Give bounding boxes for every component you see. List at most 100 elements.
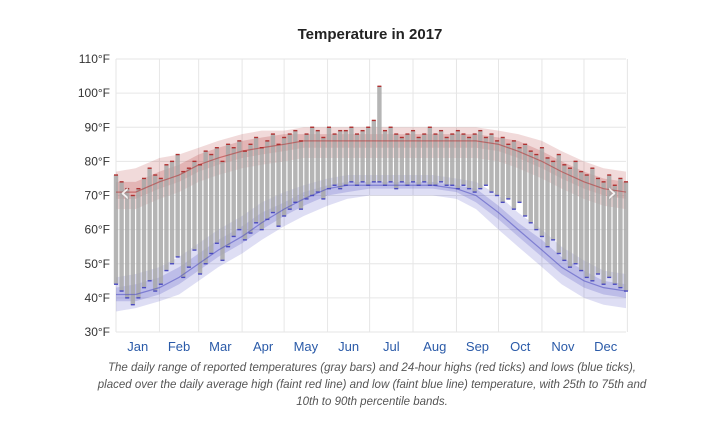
x-tick-label: Sep <box>466 339 489 354</box>
x-tick-label: Mar <box>209 339 232 354</box>
daily-range-bar <box>578 171 584 271</box>
y-tick-label: 80°F <box>85 154 110 168</box>
daily-range-bars <box>113 86 629 305</box>
daily-range-bar <box>618 178 623 288</box>
daily-range-bar <box>281 137 287 216</box>
daily-range-bar <box>141 178 147 288</box>
daily-range-bar <box>225 144 231 247</box>
chart-caption: The daily range of reported temperatures… <box>97 362 647 408</box>
x-tick-label: Apr <box>253 339 274 354</box>
daily-range-bar <box>573 161 578 264</box>
daily-range-bar <box>461 134 466 186</box>
daily-range-bar <box>394 134 399 189</box>
daily-range-bar <box>113 175 119 285</box>
daily-range-bar <box>169 161 175 264</box>
previous-year-arrow-icon[interactable]: ‹ <box>119 178 131 208</box>
daily-range-bar <box>153 175 158 292</box>
daily-range-bar <box>326 127 332 189</box>
daily-range-bar <box>489 134 494 193</box>
daily-range-bar <box>399 137 405 182</box>
daily-range-bar <box>360 130 365 182</box>
daily-range-bar <box>309 127 315 196</box>
y-tick-label: 30°F <box>85 325 110 339</box>
daily-range-bar <box>450 134 455 186</box>
daily-range-bar <box>606 175 612 278</box>
daily-range-bar <box>248 144 253 234</box>
daily-range-bar <box>181 171 186 278</box>
next-year-arrow-icon[interactable]: › <box>606 178 618 208</box>
daily-range-bar <box>265 140 270 220</box>
daily-range-bar <box>214 147 220 244</box>
y-tick-label: 100°F <box>78 86 110 100</box>
daily-range-bar <box>511 140 517 210</box>
y-tick-label: 60°F <box>85 223 110 237</box>
daily-range-bar <box>203 151 208 264</box>
daily-range-bar <box>220 161 225 261</box>
daily-range-bar <box>584 175 589 278</box>
x-tick-label: Dec <box>594 339 618 354</box>
x-tick-label: Jan <box>127 339 148 354</box>
daily-range-bar <box>164 164 169 271</box>
x-tick-label: Feb <box>168 339 190 354</box>
daily-range-bar <box>293 130 298 203</box>
x-tick-label: Nov <box>551 339 575 354</box>
daily-range-bar <box>147 168 152 281</box>
x-tick-label: Jul <box>383 339 400 354</box>
daily-range-bar <box>371 120 377 182</box>
daily-range-bar <box>287 134 292 210</box>
y-tick-label: 50°F <box>85 257 110 271</box>
daily-range-bar <box>410 130 416 182</box>
daily-range-bar <box>528 151 533 223</box>
x-tick-label: Aug <box>423 339 446 354</box>
daily-range-bar <box>382 130 388 186</box>
daily-range-bar <box>517 147 522 203</box>
daily-range-bar <box>522 144 528 216</box>
x-tick-label: May <box>294 339 319 354</box>
daily-range-bar <box>427 127 433 186</box>
daily-range-bar <box>197 164 203 274</box>
daily-range-bar <box>321 137 326 199</box>
daily-range-bar <box>416 137 421 186</box>
daily-range-bar <box>125 188 130 298</box>
daily-range-bar <box>276 144 281 227</box>
daily-range-bar <box>438 130 444 182</box>
x-tick-label: Oct <box>510 339 531 354</box>
y-tick-label: 70°F <box>85 189 110 203</box>
daily-range-bar <box>556 154 561 254</box>
daily-range-bar <box>365 127 371 186</box>
average-high-line <box>116 140 627 193</box>
daily-range-bar <box>209 154 214 254</box>
daily-range-bar <box>545 157 550 247</box>
daily-range-bar <box>136 188 141 298</box>
daily-range-bar <box>130 195 136 305</box>
daily-range-bar <box>192 161 197 251</box>
daily-range-bar <box>298 140 304 210</box>
daily-range-bar <box>237 140 242 230</box>
daily-range-bar <box>595 178 601 274</box>
daily-range-bar <box>506 144 511 199</box>
daily-range-bar <box>304 134 309 199</box>
daily-range-bar <box>337 130 343 189</box>
daily-range-bar <box>433 134 438 186</box>
average-low-band-25-75 <box>116 181 626 302</box>
daily-range-bar <box>242 151 248 240</box>
daily-range-bar <box>349 127 354 182</box>
daily-range-bar <box>534 154 539 230</box>
daily-range-bar <box>444 137 449 186</box>
daily-range-bar <box>253 137 259 223</box>
daily-range-bar <box>158 178 164 285</box>
daily-range-bar <box>601 181 606 285</box>
average-low-line <box>116 184 627 296</box>
daily-range-bar <box>259 147 264 230</box>
daily-range-bar <box>377 86 382 182</box>
daily-range-bar <box>478 130 483 189</box>
daily-range-bar <box>550 161 556 240</box>
daily-range-bar <box>388 127 393 182</box>
x-tick-label: Jun <box>338 339 359 354</box>
daily-range-bar <box>562 164 567 261</box>
daily-range-bar <box>270 134 276 213</box>
average-low-band-10-90 <box>116 175 626 312</box>
daily-range-bar <box>466 137 472 189</box>
daily-range-bar <box>472 134 477 193</box>
daily-range-bar <box>186 168 192 268</box>
